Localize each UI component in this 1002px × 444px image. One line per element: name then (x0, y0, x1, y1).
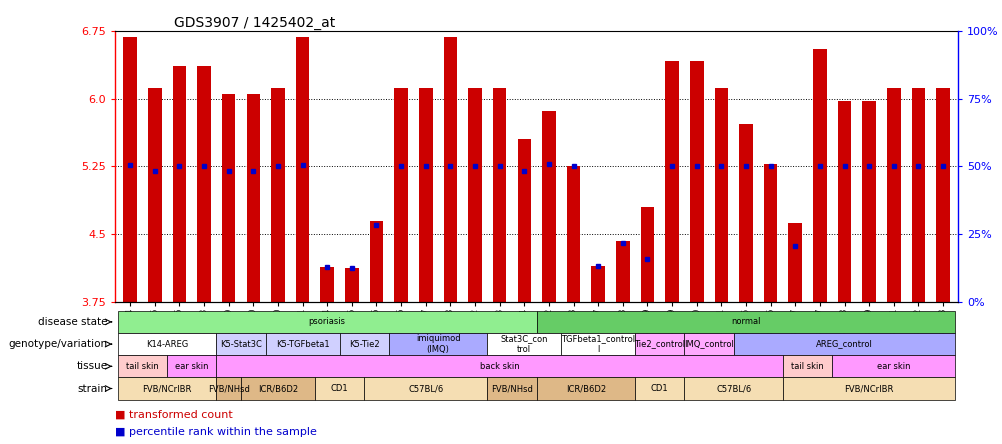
Bar (764, 164, 777, 302)
Bar (615, 241, 629, 302)
Text: Stat3C_con
trol: Stat3C_con trol (500, 334, 547, 354)
Bar (266, 333, 340, 355)
Text: ear skin: ear skin (174, 362, 208, 371)
Bar (123, 37, 136, 302)
Text: C57BL/6: C57BL/6 (408, 384, 443, 393)
Text: strain: strain (77, 384, 107, 393)
Bar (832, 355, 955, 377)
Bar (536, 377, 634, 400)
Bar (536, 311, 955, 333)
Text: ■ percentile rank within the sample: ■ percentile rank within the sample (115, 428, 317, 437)
Bar (216, 377, 240, 400)
Text: psoriasis: psoriasis (309, 317, 346, 326)
Text: FVB/NHsd: FVB/NHsd (207, 384, 249, 393)
Bar (713, 88, 727, 302)
Bar (634, 377, 683, 400)
Bar (117, 333, 216, 355)
Bar (911, 88, 924, 302)
Bar (468, 88, 481, 302)
Bar (296, 37, 309, 302)
Bar (271, 88, 285, 302)
Bar (197, 66, 210, 302)
Bar (664, 61, 678, 302)
Bar (320, 267, 334, 302)
Bar (246, 94, 260, 302)
Bar (216, 333, 266, 355)
Text: ICR/B6D2: ICR/B6D2 (258, 384, 298, 393)
Bar (492, 88, 506, 302)
Bar (837, 101, 851, 302)
Bar (862, 101, 875, 302)
Text: genotype/variation: genotype/variation (8, 339, 107, 349)
Text: K5-Tie2: K5-Tie2 (349, 340, 379, 349)
Bar (566, 166, 580, 302)
Text: tail skin: tail skin (126, 362, 158, 371)
Text: TGFbeta1_control
l: TGFbeta1_control l (560, 334, 634, 354)
Bar (345, 268, 359, 302)
Text: disease state: disease state (38, 317, 107, 327)
Bar (389, 333, 487, 355)
Text: K5-Stat3C: K5-Stat3C (219, 340, 262, 349)
Text: FVB/NHsd: FVB/NHsd (491, 384, 532, 393)
Bar (394, 88, 408, 302)
Bar (683, 377, 783, 400)
Text: CD1: CD1 (331, 384, 348, 393)
Text: AREG_control: AREG_control (816, 340, 872, 349)
Text: IMQ_control: IMQ_control (683, 340, 733, 349)
Text: C57BL/6: C57BL/6 (715, 384, 750, 393)
Bar (487, 333, 561, 355)
Bar (783, 355, 832, 377)
Bar (240, 377, 315, 400)
Bar (732, 333, 955, 355)
Bar (783, 377, 955, 400)
Bar (487, 377, 536, 400)
Bar (443, 37, 457, 302)
Text: back skin: back skin (479, 362, 519, 371)
Bar (886, 88, 900, 302)
Text: GDS3907 / 1425402_at: GDS3907 / 1425402_at (174, 16, 336, 30)
Bar (683, 333, 732, 355)
Bar (172, 66, 186, 302)
Bar (561, 333, 634, 355)
Text: tail skin: tail skin (791, 362, 824, 371)
Bar (738, 124, 753, 302)
Bar (370, 221, 383, 302)
Text: Tie2_control: Tie2_control (633, 340, 684, 349)
Bar (634, 333, 683, 355)
Bar (167, 355, 216, 377)
Bar (216, 355, 783, 377)
Bar (788, 223, 802, 302)
Bar (591, 266, 604, 302)
Bar (315, 377, 364, 400)
Bar (813, 49, 826, 302)
Bar (517, 139, 530, 302)
Text: ■ transformed count: ■ transformed count (115, 410, 232, 420)
Text: CD1: CD1 (650, 384, 668, 393)
Text: K14-AREG: K14-AREG (146, 340, 188, 349)
Bar (148, 88, 161, 302)
Bar (340, 333, 389, 355)
Text: K5-TGFbeta1: K5-TGFbeta1 (276, 340, 329, 349)
Text: tissue: tissue (76, 361, 107, 371)
Text: normal: normal (730, 317, 760, 326)
Bar (117, 311, 536, 333)
Bar (221, 94, 235, 302)
Bar (419, 88, 432, 302)
Bar (689, 61, 702, 302)
Bar (117, 355, 167, 377)
Bar (936, 88, 949, 302)
Bar (640, 207, 653, 302)
Bar (364, 377, 487, 400)
Text: imiquimod
(IMQ): imiquimod (IMQ) (416, 334, 460, 354)
Bar (542, 111, 555, 302)
Text: FVB/NCrIBR: FVB/NCrIBR (844, 384, 893, 393)
Text: ear skin: ear skin (876, 362, 910, 371)
Bar (117, 377, 216, 400)
Text: FVB/NCrIBR: FVB/NCrIBR (142, 384, 191, 393)
Text: ICR/B6D2: ICR/B6D2 (565, 384, 605, 393)
